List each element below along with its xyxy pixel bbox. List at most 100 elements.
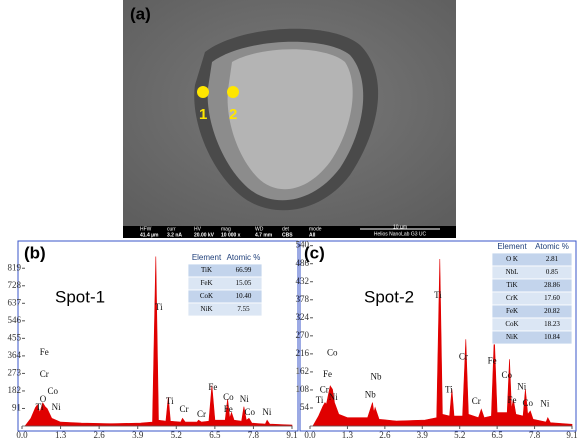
x-tick-label: 3.9 (132, 430, 144, 440)
spot-marker (197, 86, 209, 98)
table-row (491, 317, 573, 332)
info-value: 10 000 x (221, 232, 241, 238)
y-tick-label: 432 (296, 276, 310, 286)
x-tick-label: 5.2 (454, 430, 465, 440)
chart-title: Spot-2 (364, 287, 414, 306)
peak-label: Ni (240, 394, 249, 404)
spectrum (312, 258, 573, 427)
peak-label: Fe (208, 382, 217, 392)
peak-label: Fe (323, 369, 332, 379)
y-tick-label: 182 (8, 385, 22, 395)
peak-label: Cr (197, 409, 206, 419)
table-header: Element (497, 242, 527, 251)
peak-label: Ni (329, 392, 338, 402)
peak-label: Ti (434, 290, 442, 300)
table-row (491, 304, 573, 319)
table-cell: 18.23 (544, 320, 560, 328)
table-row (491, 278, 573, 293)
table-row (491, 252, 573, 267)
y-tick-label: 216 (296, 348, 310, 358)
x-tick-label: 1.3 (342, 430, 354, 440)
info-value: All (309, 232, 316, 238)
peak-label: Ti (166, 396, 174, 406)
chart-title: Spot-1 (55, 287, 105, 306)
table-cell: NiK (506, 333, 518, 341)
peak-label: Ni (262, 407, 271, 417)
info-label: WD (255, 226, 264, 232)
peak-label: Fe (488, 355, 497, 365)
table-cell: 20.82 (544, 307, 560, 315)
panel-label: (b) (24, 243, 46, 262)
y-tick-label: 819 (8, 262, 22, 272)
table-cell: O K (506, 255, 518, 263)
sem-image: (a) 1 2 10 µm Helios NanoLab G3 UC (123, 0, 456, 238)
table-cell: CoK (200, 292, 213, 300)
table-row (491, 330, 573, 345)
peak-label: Nb (370, 372, 381, 382)
table-cell: 0.85 (546, 268, 559, 276)
table-cell: CoK (505, 320, 518, 328)
peak-label: Ni (517, 381, 526, 391)
peak-label: Ni (52, 402, 61, 412)
info-label: HFW (140, 226, 152, 232)
peak-label: Cr (472, 396, 481, 406)
y-tick-label: 54 (300, 402, 310, 412)
peak-label: Co (245, 407, 256, 417)
info-value: 4.7 mm (255, 232, 273, 238)
table-header: Atomic % (227, 253, 261, 262)
info-value: CBS (282, 232, 293, 238)
y-tick-label: 486 (296, 258, 310, 268)
table-cell: 10.40 (236, 292, 252, 300)
peak-label: Fe (508, 395, 517, 405)
peak-label: Co (223, 392, 234, 402)
panel-frame (299, 240, 577, 432)
info-label: mode (309, 226, 322, 232)
panel-label: (c) (304, 243, 325, 262)
grain-core (227, 49, 353, 190)
table-cell: 28.86 (544, 281, 560, 289)
peak-label: Cr (459, 352, 468, 362)
table-row (491, 291, 573, 306)
x-tick-label: 9.1 (286, 430, 297, 440)
y-tick-label: 378 (296, 294, 310, 304)
x-tick-label: 1.3 (55, 430, 67, 440)
info-value: 3.2 nA (167, 232, 182, 238)
peak-label: Co (48, 386, 59, 396)
peak-label: Ni (540, 399, 549, 409)
y-tick-label: 455 (8, 332, 22, 342)
peak-label: Ti (316, 395, 324, 405)
table-cell: 2.81 (546, 255, 559, 263)
y-tick-label: 728 (8, 280, 22, 290)
panel-label: (a) (130, 4, 151, 23)
peak-label: Nb (365, 389, 376, 399)
info-label: det (282, 226, 290, 232)
y-tick-label: 162 (296, 366, 310, 376)
peak-label: Cr (320, 384, 329, 394)
panel-frame (17, 240, 299, 432)
table-header: Element (192, 253, 222, 262)
table-cell: 17.60 (544, 294, 560, 302)
y-tick-label: 324 (296, 312, 310, 322)
table-cell: FeK (506, 307, 518, 315)
peak-label: Ti (445, 384, 453, 394)
spot-marker (227, 86, 239, 98)
info-label: mag (221, 226, 231, 232)
y-tick-label: 540 (296, 240, 310, 250)
table-cell: 15.05 (236, 279, 252, 287)
peak-label: Cr (40, 369, 49, 379)
table-header: Atomic % (535, 242, 569, 251)
y-tick-label: 270 (296, 330, 310, 340)
x-tick-label: 0.0 (304, 430, 316, 440)
table-cell: NbL (506, 268, 519, 276)
instrument: Helios NanoLab G3 UC (374, 231, 427, 237)
spectrum (24, 256, 293, 427)
table-cell: CrK (506, 294, 518, 302)
x-tick-label: 0.0 (16, 430, 28, 440)
x-tick-label: 3.9 (417, 430, 429, 440)
x-tick-label: 6.5 (209, 430, 221, 440)
x-tick-label: 7.8 (248, 430, 260, 440)
peak-label: O (40, 394, 47, 404)
peak-label: Co (501, 370, 512, 380)
table-cell: 10.84 (544, 333, 560, 341)
